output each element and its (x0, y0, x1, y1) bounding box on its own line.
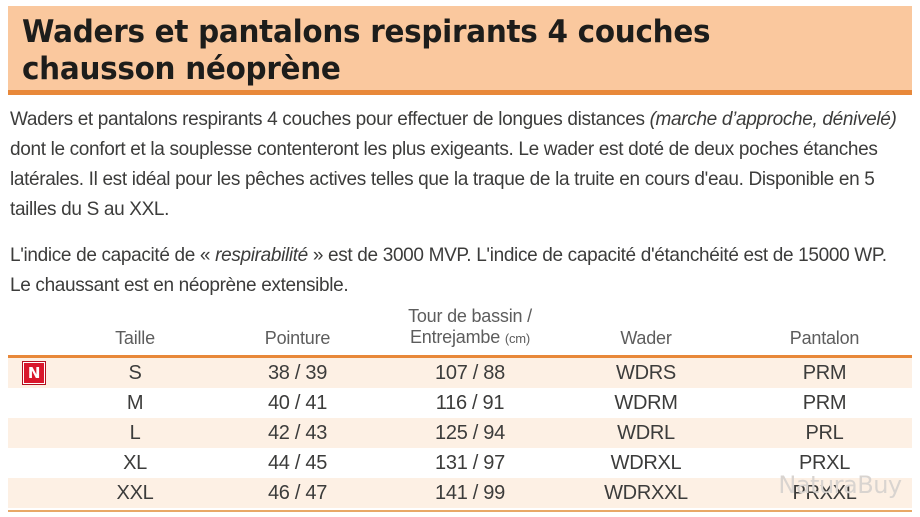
cell-new-badge (8, 388, 60, 418)
description-paragraph-2: L'indice de capacité de « respirabilité … (10, 240, 897, 300)
header-rule-line (8, 355, 912, 358)
title-banner: Waders et pantalons respirants 4 couches… (8, 6, 912, 95)
cell-pantalon: PRM (737, 388, 912, 418)
table-body: N S 38 / 39 107 / 88 WDRS PRM M 40 / 41 116 / 91… (8, 358, 912, 508)
new-badge-icon: N (22, 361, 46, 386)
cell-taille: XL (60, 448, 210, 478)
cell-wader: WDRM (555, 388, 737, 418)
cell-new-badge (8, 418, 60, 448)
column-header-taille: Taille (115, 328, 155, 348)
cell-taille: M (60, 388, 210, 418)
cell-bassin: 125 / 94 (385, 418, 555, 448)
cell-pointure: 38 / 39 (210, 358, 385, 388)
header-rule-cell (8, 354, 912, 358)
column-header-bassin-line1: Tour de bassin / (408, 306, 532, 326)
table-row: XXL 46 / 47 141 / 99 WDRXXL PRXXL (8, 478, 912, 508)
table-row: L 42 / 43 125 / 94 WDRL PRL (8, 418, 912, 448)
description-block: Waders et pantalons respirants 4 couches… (10, 104, 920, 316)
column-header-pointure: Pointure (264, 328, 331, 348)
cell-pantalon: PRXL (737, 448, 912, 478)
column-header-bassin-unit: (cm) (504, 331, 531, 346)
table-row: N S 38 / 39 107 / 88 WDRS PRM (8, 358, 912, 388)
cell-new-badge (8, 478, 60, 508)
paragraph-2-segment-b: » est de 3000 MVP. L'indice de capacité … (10, 244, 887, 296)
size-chart-table: Taille Pointure Tour de bassin / Entreja… (8, 306, 912, 512)
bottom-rule-cell (8, 508, 912, 512)
cell-taille: XXL (60, 478, 210, 508)
cell-pointure: 42 / 43 (210, 418, 385, 448)
cell-pantalon: PRXXL (737, 478, 912, 508)
table-row: XL 44 / 45 131 / 97 WDRXL PRXL (8, 448, 912, 478)
paragraph-1-segment-b: dont le confort et la souplesse contente… (10, 138, 878, 220)
column-header-badge (8, 306, 60, 354)
paragraph-1-italic: (marche d’approche, dénivelé) (649, 108, 897, 130)
cell-pantalon: PRM (737, 358, 912, 388)
cell-wader: WDRXXL (555, 478, 737, 508)
table-header-rule (8, 354, 912, 358)
cell-wader: WDRS (555, 358, 737, 388)
cell-new-badge: N (8, 358, 60, 388)
paragraph-2-italic: respirabilité (215, 244, 308, 266)
cell-bassin: 116 / 91 (385, 388, 555, 418)
bottom-rule-line (8, 510, 912, 512)
table-header: Taille Pointure Tour de bassin / Entreja… (8, 306, 912, 358)
cell-wader: WDRXL (555, 448, 737, 478)
cell-pointure: 46 / 47 (210, 478, 385, 508)
table-row: M 40 / 41 116 / 91 WDRM PRM (8, 388, 912, 418)
column-header-wader: Wader (620, 328, 672, 348)
table-header-row: Taille Pointure Tour de bassin / Entreja… (8, 306, 912, 354)
cell-pantalon: PRL (737, 418, 912, 448)
cell-bassin: 141 / 99 (385, 478, 555, 508)
cell-bassin: 107 / 88 (385, 358, 555, 388)
page-title: Waders et pantalons respirants 4 couches… (22, 14, 711, 87)
description-paragraph-1: Waders et pantalons respirants 4 couches… (10, 104, 897, 224)
paragraph-2-segment-a: L'indice de capacité de « (10, 244, 216, 266)
table-bottom-rule (8, 508, 912, 512)
table-footer (8, 508, 912, 512)
cell-wader: WDRL (555, 418, 737, 448)
cell-pointure: 44 / 45 (210, 448, 385, 478)
cell-new-badge (8, 448, 60, 478)
cell-taille: S (60, 358, 210, 388)
column-header-bassin: Tour de bassin / Entrejambe (cm) (385, 306, 555, 354)
cell-taille: L (60, 418, 210, 448)
column-header-bassin-line2: Entrejambe (409, 327, 501, 347)
cell-pointure: 40 / 41 (210, 388, 385, 418)
cell-bassin: 131 / 97 (385, 448, 555, 478)
paragraph-1-segment-a: Waders et pantalons respirants 4 couches… (10, 108, 650, 130)
column-header-pantalon: Pantalon (789, 328, 860, 348)
